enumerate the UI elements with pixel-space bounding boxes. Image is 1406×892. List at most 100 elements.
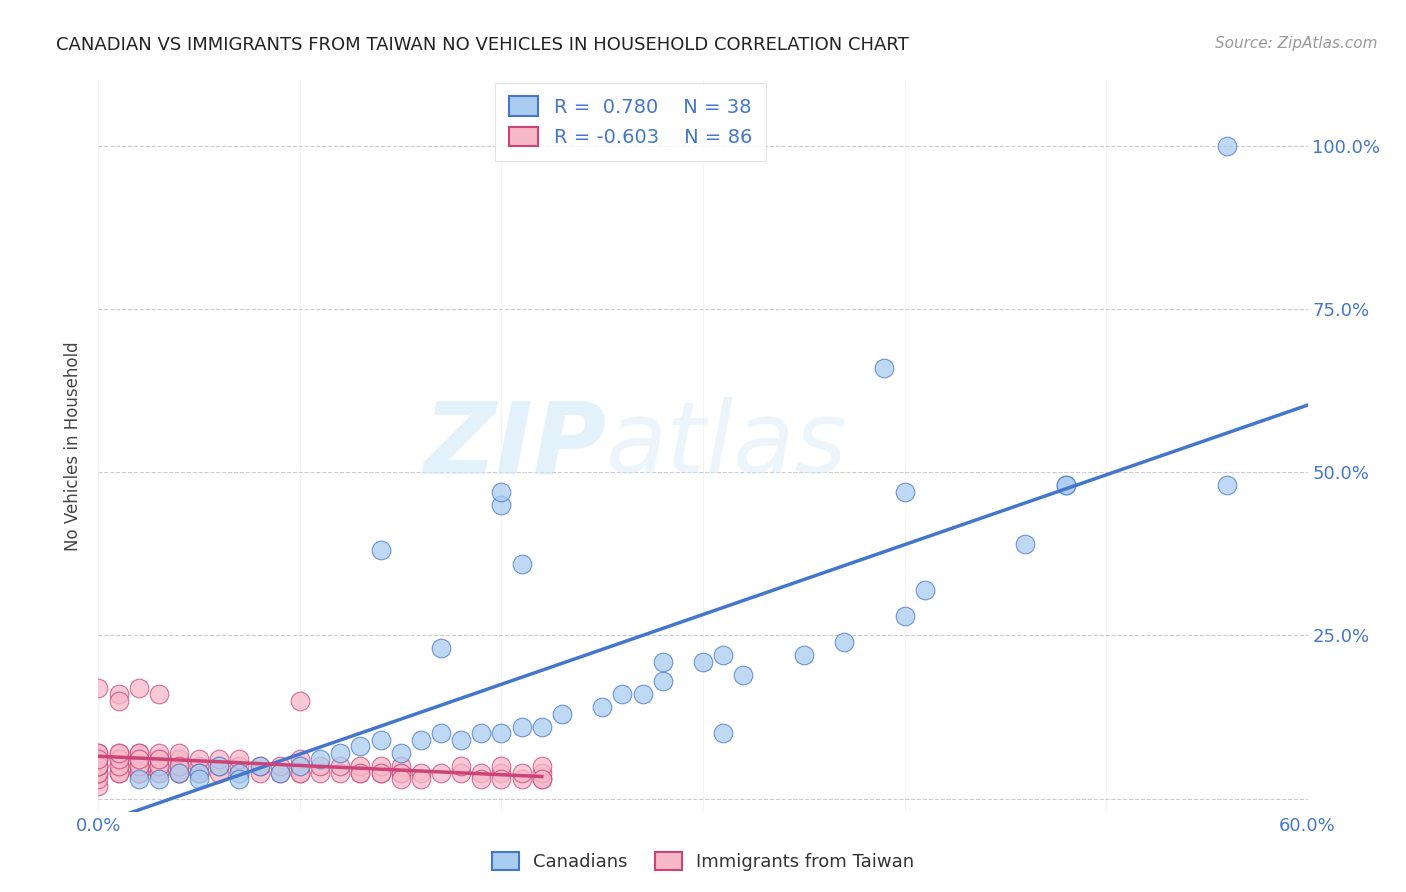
Point xyxy=(87,759,110,773)
Point xyxy=(530,765,553,780)
Point xyxy=(692,655,714,669)
Point xyxy=(188,765,211,780)
Point xyxy=(651,655,673,669)
Point xyxy=(1216,478,1239,492)
Point xyxy=(87,681,110,695)
Point xyxy=(711,726,734,740)
Point xyxy=(349,739,371,754)
Text: CANADIAN VS IMMIGRANTS FROM TAIWAN NO VEHICLES IN HOUSEHOLD CORRELATION CHART: CANADIAN VS IMMIGRANTS FROM TAIWAN NO VE… xyxy=(56,36,910,54)
Point xyxy=(87,752,110,766)
Point xyxy=(288,752,311,766)
Point xyxy=(87,765,110,780)
Legend: R =  0.780    N = 38, R = -0.603    N = 86: R = 0.780 N = 38, R = -0.603 N = 86 xyxy=(495,83,766,161)
Point xyxy=(612,687,634,701)
Point xyxy=(128,772,150,786)
Point xyxy=(389,765,412,780)
Point xyxy=(269,765,291,780)
Point xyxy=(288,694,311,708)
Point xyxy=(107,746,129,760)
Point xyxy=(167,752,190,766)
Point xyxy=(914,582,936,597)
Point xyxy=(269,759,291,773)
Point xyxy=(288,759,311,773)
Point xyxy=(249,765,271,780)
Point xyxy=(188,752,211,766)
Point xyxy=(873,360,896,375)
Point xyxy=(87,765,110,780)
Point xyxy=(128,681,150,695)
Point xyxy=(1014,537,1036,551)
Point xyxy=(470,765,492,780)
Point xyxy=(128,765,150,780)
Point xyxy=(370,765,392,780)
Point xyxy=(409,732,432,747)
Point xyxy=(167,765,190,780)
Point xyxy=(188,759,211,773)
Point xyxy=(793,648,815,662)
Point xyxy=(510,772,533,786)
Point xyxy=(87,779,110,793)
Point xyxy=(107,759,129,773)
Point xyxy=(167,765,190,780)
Point xyxy=(148,759,170,773)
Point xyxy=(389,765,412,780)
Point xyxy=(87,752,110,766)
Point xyxy=(228,765,250,780)
Point xyxy=(148,752,170,766)
Point xyxy=(208,752,231,766)
Point xyxy=(107,759,129,773)
Text: atlas: atlas xyxy=(606,398,848,494)
Point xyxy=(491,484,513,499)
Point xyxy=(510,720,533,734)
Point xyxy=(832,635,855,649)
Point xyxy=(107,752,129,766)
Point xyxy=(530,772,553,786)
Point xyxy=(1054,478,1077,492)
Point xyxy=(87,746,110,760)
Point xyxy=(530,772,553,786)
Point xyxy=(128,752,150,766)
Point xyxy=(711,648,734,662)
Point xyxy=(128,746,150,760)
Point xyxy=(87,772,110,786)
Point xyxy=(430,726,453,740)
Point xyxy=(329,765,352,780)
Point xyxy=(430,641,453,656)
Point xyxy=(249,759,271,773)
Point xyxy=(370,732,392,747)
Point xyxy=(651,674,673,689)
Point xyxy=(309,765,332,780)
Point xyxy=(188,765,211,780)
Point xyxy=(128,765,150,780)
Point xyxy=(228,765,250,780)
Point xyxy=(148,746,170,760)
Point xyxy=(288,759,311,773)
Point xyxy=(128,752,150,766)
Point xyxy=(370,759,392,773)
Legend: Canadians, Immigrants from Taiwan: Canadians, Immigrants from Taiwan xyxy=(485,845,921,879)
Point xyxy=(370,765,392,780)
Point xyxy=(208,759,231,773)
Point xyxy=(107,746,129,760)
Point xyxy=(148,759,170,773)
Point xyxy=(491,726,513,740)
Point xyxy=(309,759,332,773)
Point xyxy=(1216,138,1239,153)
Point xyxy=(128,752,150,766)
Point xyxy=(631,687,654,701)
Point xyxy=(228,752,250,766)
Point xyxy=(491,772,513,786)
Point xyxy=(309,752,332,766)
Point xyxy=(470,726,492,740)
Point xyxy=(893,608,915,623)
Point xyxy=(128,765,150,780)
Point xyxy=(188,772,211,786)
Point xyxy=(389,746,412,760)
Point xyxy=(591,700,613,714)
Point xyxy=(491,765,513,780)
Point xyxy=(288,765,311,780)
Point xyxy=(349,759,371,773)
Point xyxy=(107,765,129,780)
Point xyxy=(87,759,110,773)
Point xyxy=(167,765,190,780)
